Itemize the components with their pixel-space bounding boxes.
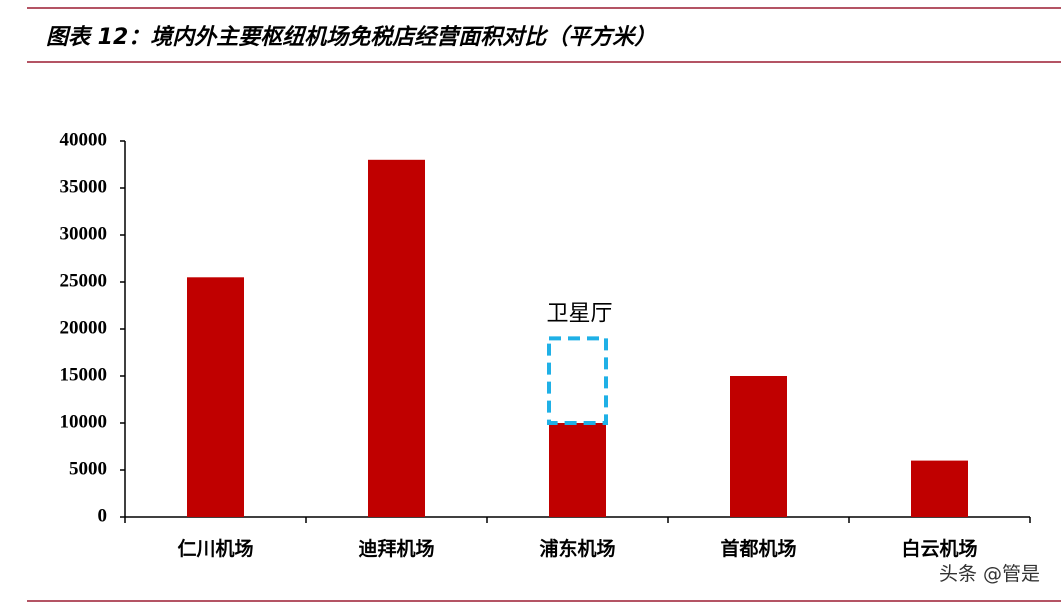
- y-tick-label: 35000: [60, 176, 108, 197]
- y-tick-label: 20000: [60, 317, 108, 338]
- y-tick-label: 0: [98, 505, 108, 526]
- y-tick-label: 5000: [69, 458, 107, 479]
- annotation-text: 卫星厅: [546, 301, 612, 326]
- annotation-box: [547, 336, 608, 425]
- watermark: 头条 @管是: [939, 563, 1040, 585]
- x-tick-label: 仁川机场: [177, 537, 253, 560]
- y-tick-label: 10000: [60, 411, 108, 432]
- bar: [730, 376, 787, 517]
- y-tick-label: 25000: [60, 270, 108, 291]
- bar: [187, 277, 244, 517]
- y-tick-label: 40000: [60, 129, 108, 150]
- x-tick-label: 白云机场: [901, 537, 977, 560]
- y-tick-label: 15000: [60, 364, 108, 385]
- x-tick-label: 浦东机场: [539, 537, 615, 560]
- chart-title: 图表 12：境内外主要枢纽机场免税店经营面积对比（平方米）: [46, 24, 656, 50]
- bar: [549, 423, 606, 517]
- bar: [911, 460, 968, 517]
- x-tick-label: 迪拜机场: [358, 538, 434, 560]
- bar: [368, 159, 425, 518]
- x-tick-label: 首都机场: [720, 537, 796, 560]
- y-tick-label: 30000: [60, 223, 108, 244]
